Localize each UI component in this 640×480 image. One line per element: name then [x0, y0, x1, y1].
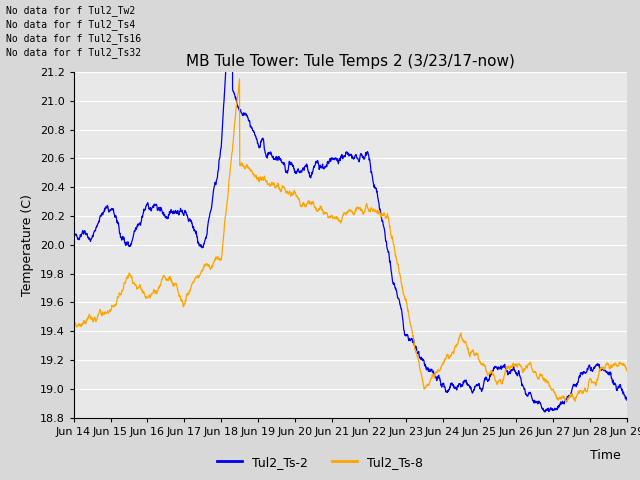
Tul2_Ts-8 — [324, 214, 332, 220]
Line: Tul2_Ts-8: Tul2_Ts-8 — [74, 79, 627, 402]
Text: No data for f Tul2_Tw2
No data for f Tul2_Ts4
No data for f Tul2_Ts16
No data fo: No data for f Tul2_Tw2 No data for f Tul… — [6, 5, 141, 58]
Tul2_Ts-8 — [339, 212, 347, 218]
Tul2_Ts-8 — [98, 313, 106, 319]
Y-axis label: Temperature (C): Temperature (C) — [21, 194, 34, 296]
Text: Time: Time — [590, 449, 621, 462]
Legend: Tul2_Ts-2, Tul2_Ts-8: Tul2_Ts-2, Tul2_Ts-8 — [212, 451, 428, 474]
Tul2_Ts-8 — [236, 76, 243, 82]
Tul2_Ts-8 — [623, 368, 631, 374]
Line: Tul2_Ts-2: Tul2_Ts-2 — [74, 0, 627, 412]
Tul2_Ts-8 — [506, 367, 514, 372]
Tul2_Ts-2 — [506, 370, 514, 375]
Tul2_Ts-2 — [324, 160, 332, 166]
Tul2_Ts-2 — [339, 155, 347, 160]
Tul2_Ts-8 — [562, 399, 570, 405]
Tul2_Ts-8 — [608, 364, 616, 370]
Tul2_Ts-2 — [541, 409, 548, 415]
Tul2_Ts-2 — [623, 397, 631, 403]
Tul2_Ts-2 — [70, 232, 77, 238]
Tul2_Ts-2 — [608, 375, 616, 381]
Tul2_Ts-2 — [98, 211, 106, 216]
Tul2_Ts-2 — [607, 375, 615, 381]
Tul2_Ts-8 — [70, 319, 77, 325]
Tul2_Ts-8 — [607, 364, 615, 370]
Title: MB Tule Tower: Tule Temps 2 (3/23/17-now): MB Tule Tower: Tule Temps 2 (3/23/17-now… — [186, 54, 515, 70]
